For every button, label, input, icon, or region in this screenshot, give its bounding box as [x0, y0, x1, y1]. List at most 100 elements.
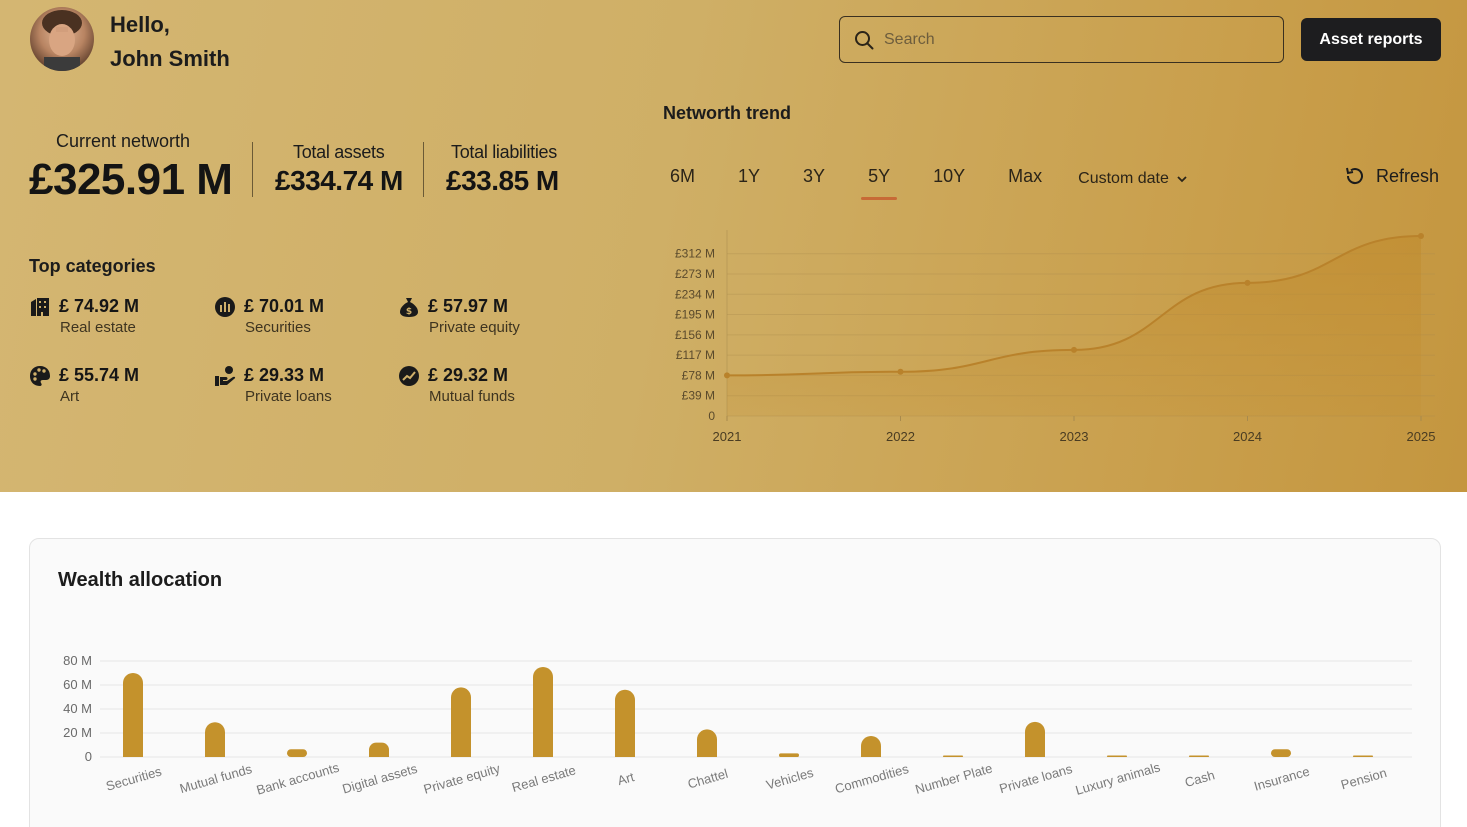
- tab-1y[interactable]: 1Y: [738, 166, 761, 186]
- x-tick-label: Real estate: [510, 762, 577, 795]
- x-tick-label: 2023: [1060, 429, 1089, 444]
- trend-area: [727, 236, 1421, 416]
- top-categories-title: Top categories: [29, 256, 156, 276]
- category-private-equity[interactable]: $ £ 57.97 M Private equity: [398, 296, 578, 346]
- y-tick-label: 0: [708, 409, 715, 423]
- y-tick-label: £234 M: [675, 287, 715, 301]
- search-box[interactable]: [839, 16, 1284, 63]
- x-tick-label: Commodities: [833, 761, 911, 796]
- bar: [451, 687, 471, 757]
- category-mutual-funds[interactable]: £ 29.32 M Mutual funds: [398, 365, 578, 415]
- custom-date-dropdown[interactable]: Custom date: [1078, 164, 1189, 189]
- bar-base: [697, 747, 717, 757]
- x-tick-label: Chattel: [686, 766, 730, 792]
- refresh-label: Refresh: [1376, 165, 1440, 186]
- total-liabilities-label: Total liabilities: [451, 142, 557, 162]
- networth-trend-title: Networth trend: [663, 103, 791, 123]
- y-tick-label: 20 M: [63, 725, 92, 740]
- bar-base: [205, 747, 225, 757]
- x-tick-label: Insurance: [1252, 764, 1311, 794]
- x-tick-label: 2021: [713, 429, 742, 444]
- x-tick-label: Private equity: [422, 760, 502, 796]
- y-tick-label: 40 M: [63, 701, 92, 716]
- x-tick-label: Luxury animals: [1074, 759, 1163, 798]
- refresh-button[interactable]: Refresh: [1344, 165, 1439, 187]
- networth-trend-chart: 0 £39 M £78 M £117 M £156 M £195 M £234 M £273 …: [675, 230, 1436, 444]
- trend-point: [1418, 233, 1424, 239]
- bar: [1353, 755, 1373, 757]
- bar-base: [451, 747, 471, 757]
- category-value: £ 57.97 M: [428, 296, 509, 316]
- refresh-icon: [1346, 167, 1363, 185]
- bar-base: [533, 747, 553, 757]
- tab-max[interactable]: Max: [1008, 166, 1043, 186]
- avatar[interactable]: [30, 7, 94, 71]
- search-icon: [855, 30, 874, 49]
- building-icon: [31, 298, 49, 316]
- tab-5y[interactable]: 5Y: [861, 164, 898, 200]
- trend-point: [1244, 279, 1251, 286]
- y-tick-label: £39 M: [682, 389, 715, 403]
- x-tick-label: Art: [616, 769, 636, 788]
- y-tick-label: £156 M: [675, 328, 715, 342]
- x-tick-label: 2022: [886, 429, 915, 444]
- chevron-down-icon: [1177, 175, 1187, 182]
- x-tick-label: Mutual funds: [178, 761, 254, 796]
- category-real-estate[interactable]: £ 74.92 M Real estate: [29, 296, 209, 346]
- y-tick-label: £117 M: [676, 348, 715, 362]
- wealth-allocation-chart: 0 20 M 40 M 60 M 80 M Securities Mutual funds B…: [63, 653, 1412, 798]
- category-art[interactable]: £ 55.74 M Art: [29, 365, 209, 415]
- category-securities[interactable]: £ 70.01 M Securities: [214, 296, 394, 346]
- trend-line: [726, 235, 1422, 377]
- x-tick-label: Pension: [1339, 765, 1388, 792]
- trend-point: [724, 372, 730, 379]
- chart-circle-icon: [399, 366, 419, 386]
- hero-panel: Hello, John Smith Asset reports Current …: [0, 0, 1467, 492]
- bar: [779, 753, 799, 757]
- y-tick-label: £195 M: [675, 308, 715, 322]
- bar: [615, 689, 635, 757]
- category-label: Real estate: [60, 319, 136, 336]
- bar: [1271, 749, 1291, 757]
- asset-reports-button[interactable]: Asset reports: [1301, 18, 1441, 61]
- y-tick-label: £273 M: [675, 267, 715, 281]
- y-tick-label: 60 M: [63, 677, 92, 692]
- palette-icon: [30, 366, 50, 386]
- wealth-allocation-card: Wealth allocation 0 20 M 40 M 60 M 80 M Secur…: [29, 538, 1441, 827]
- total-assets-label: Total assets: [293, 142, 385, 162]
- bar-base: [615, 747, 635, 757]
- total-assets-value: £334.74 M: [275, 165, 403, 196]
- x-tick-label: 2025: [1407, 429, 1436, 444]
- bar-base: [123, 747, 143, 757]
- y-tick-label: £312 M: [675, 247, 715, 261]
- x-tick-label: Securities: [104, 763, 163, 793]
- bar-base: [369, 749, 389, 757]
- category-value: £ 55.74 M: [59, 365, 140, 385]
- tab-3y[interactable]: 3Y: [803, 166, 826, 186]
- y-tick-label: 0: [85, 749, 92, 764]
- category-label: Mutual funds: [429, 388, 515, 405]
- chart-coin-icon: [215, 297, 235, 317]
- wealth-allocation-title: Wealth allocation: [58, 569, 223, 591]
- hand-coin-icon: [215, 366, 236, 386]
- x-tick-label: Digital assets: [341, 761, 420, 797]
- bar: [533, 667, 553, 757]
- networth-label: Current networth: [56, 131, 191, 151]
- category-private-loans[interactable]: £ 29.33 M Private loans: [214, 365, 394, 415]
- category-value: £ 74.92 M: [59, 296, 140, 316]
- bar: [943, 755, 963, 757]
- search-input[interactable]: [884, 30, 1264, 49]
- x-tick-label: Private loans: [998, 761, 1075, 796]
- custom-date-label: Custom date: [1078, 169, 1169, 187]
- tab-6m[interactable]: 6M: [670, 166, 696, 186]
- x-tick-label: Number Plate: [913, 761, 994, 797]
- bar-base: [861, 747, 881, 757]
- bar: [1189, 755, 1209, 757]
- category-label: Private equity: [429, 319, 520, 336]
- tab-10y[interactable]: 10Y: [933, 166, 966, 186]
- category-label: Securities: [245, 319, 311, 336]
- money-bag-icon: $: [400, 298, 418, 317]
- trend-point: [1071, 346, 1077, 353]
- x-tick-label: 2024: [1233, 429, 1262, 444]
- user-name: John Smith: [110, 46, 230, 71]
